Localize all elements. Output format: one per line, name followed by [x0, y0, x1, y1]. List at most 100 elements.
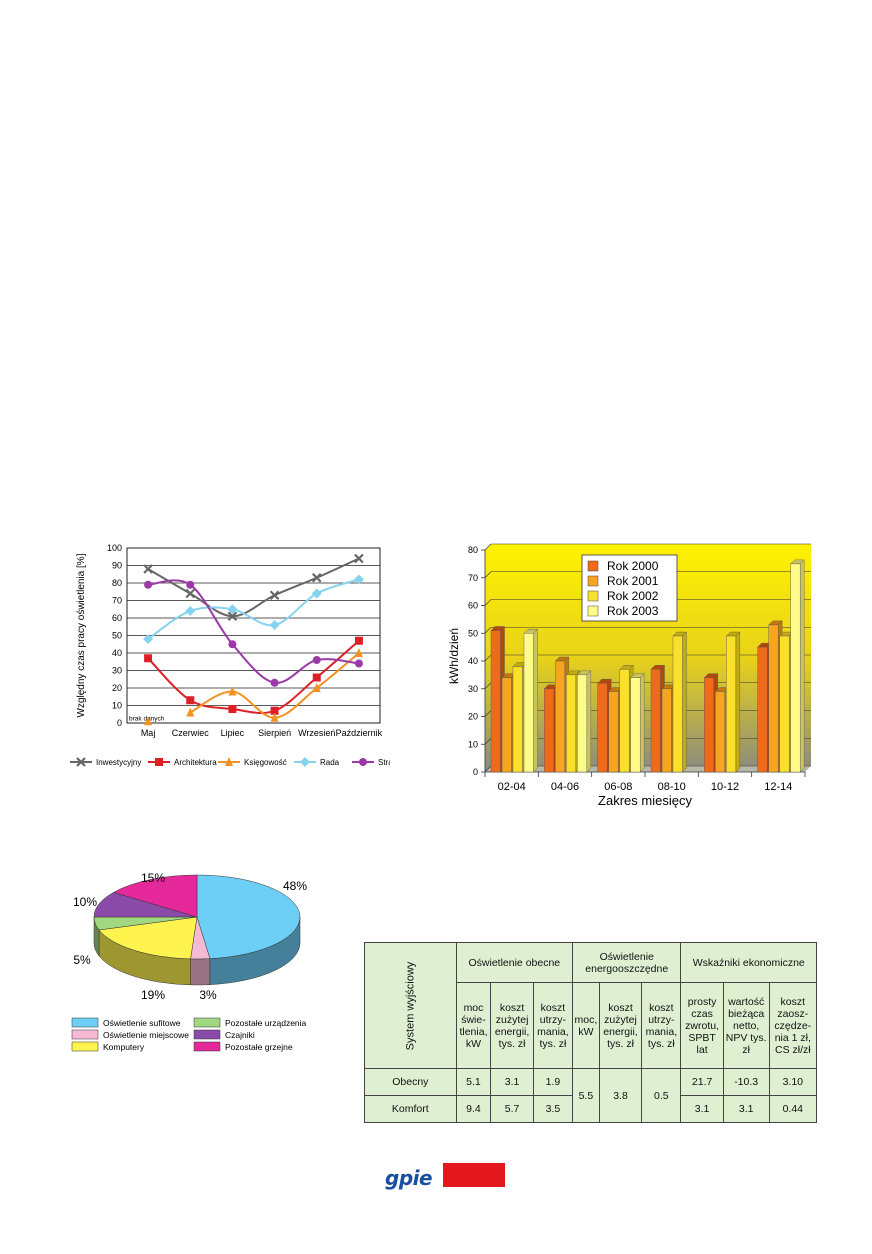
y-tick-label: 70 — [112, 596, 122, 606]
gridline — [484, 599, 492, 606]
gridline — [484, 543, 492, 551]
gridline — [484, 654, 492, 662]
legend-label: Rok 2002 — [607, 589, 659, 603]
data-point — [228, 640, 237, 649]
legend-label: Rok 2001 — [607, 574, 659, 588]
legend-marker — [155, 758, 163, 766]
bar-side — [799, 559, 805, 773]
pie-label: 3% — [199, 988, 217, 1002]
legend-swatch — [587, 575, 599, 587]
table-row-label: Komfort — [364, 1095, 457, 1123]
table-group: Wskaźniki ekonomiczne — [680, 942, 817, 983]
bar-side — [735, 631, 741, 773]
y-tick-label: 10 — [112, 701, 122, 711]
legend-marker — [359, 758, 367, 766]
bar — [672, 635, 683, 773]
y-axis-label: Względny czas pracy oświetlenia [%] — [76, 553, 87, 717]
pie-slice — [98, 916, 198, 960]
legend-swatch — [193, 1029, 221, 1040]
y-tick-label: 20 — [112, 683, 122, 693]
legend-label: Rok 2000 — [607, 559, 659, 573]
legend-swatch — [71, 1029, 99, 1040]
bar — [523, 633, 534, 773]
gridline — [484, 627, 492, 634]
data-point — [185, 588, 196, 599]
bar — [726, 635, 737, 773]
y-tick-label: 90 — [112, 561, 122, 571]
legend-swatch — [587, 605, 599, 617]
pie-slice — [113, 874, 198, 918]
legend-label: Architektura — [174, 758, 217, 767]
x-tick-label: Lipiec — [221, 728, 245, 738]
legend-label: Straż — [378, 758, 390, 767]
bar — [566, 674, 577, 773]
legend-swatch — [193, 1041, 221, 1052]
data-point — [311, 588, 322, 599]
bar-side — [586, 670, 592, 773]
table-cell: 3.8 — [598, 1068, 643, 1123]
economics-table: System wyjściowy Oświetlenie obecne Oświ… — [364, 942, 818, 1123]
bar — [555, 660, 566, 773]
legend-marker — [300, 757, 310, 767]
y-tick-label: 50 — [112, 631, 122, 641]
data-point — [312, 683, 321, 692]
no-data-note: brak danych — [129, 715, 165, 722]
legend-label: Czajniki — [225, 1030, 255, 1040]
legend-swatch — [587, 560, 599, 572]
bar — [661, 688, 672, 773]
y-axis-label: kWh/dzień — [447, 628, 461, 684]
table-col-header: prosty czas zwrotu, SPBT lat — [680, 982, 724, 1069]
legend-label: Inwestycyjny — [96, 758, 141, 767]
x-tick-label: Sierpień — [258, 728, 291, 738]
y-tick-label: 30 — [112, 666, 122, 676]
data-point — [354, 659, 363, 668]
table-cell: 3.1 — [680, 1095, 724, 1123]
x-tick-label: Wrzesień — [298, 728, 335, 738]
series-line — [147, 557, 360, 618]
pie-label: 15% — [141, 871, 165, 885]
table-cell: 0.44 — [768, 1095, 818, 1123]
bar — [490, 630, 501, 773]
bar — [608, 691, 619, 773]
logo-red-bar — [443, 1163, 505, 1187]
legend-label: Księgowość — [244, 758, 287, 767]
x-tick-label: 04-06 — [551, 781, 579, 793]
data-point — [354, 553, 364, 564]
legend-swatch — [587, 590, 599, 602]
data-point — [354, 636, 363, 645]
bar — [630, 677, 641, 773]
pie-slice — [196, 874, 301, 959]
table-cell: 5.5 — [572, 1068, 600, 1123]
data-point — [227, 611, 238, 622]
bar-chart: 0 10 20 30 40 50 60 70 80 02-04 04-06 06-08 08-10 10-… — [447, 543, 811, 808]
y-tick-label: 80 — [112, 578, 122, 588]
y-tick-label: 40 — [112, 648, 122, 658]
table-col-header: koszt zużytej energii, tys. zł — [490, 982, 534, 1069]
table-cell: 9.4 — [455, 1095, 492, 1123]
data-point — [353, 574, 364, 585]
data-point — [270, 678, 279, 687]
table-cell: 3.5 — [532, 1095, 574, 1123]
bar — [597, 682, 608, 773]
data-point — [354, 648, 363, 657]
data-point — [228, 705, 237, 713]
y-tick-label: 30 — [468, 684, 478, 694]
table-cell: 5.7 — [490, 1095, 534, 1123]
y-tick-label: 0 — [473, 767, 478, 777]
data-point — [144, 580, 153, 589]
pie-label: 5% — [73, 953, 91, 967]
series-line — [147, 578, 360, 640]
y-tick-label: 20 — [468, 712, 478, 722]
legend-label: Oświetlenie miejscowe — [103, 1030, 189, 1040]
y-tick-label: 70 — [468, 573, 478, 583]
x-tick-label: 08-10 — [658, 781, 686, 793]
y-tick-label: 60 — [468, 601, 478, 611]
gpie-logo: gpie — [385, 1166, 433, 1190]
data-point — [311, 572, 322, 583]
bar-side — [639, 673, 645, 773]
bar — [512, 666, 523, 773]
table-col-header: koszt utrzy- mania, tys. zł — [641, 982, 682, 1069]
table-cell: 3.1 — [490, 1068, 534, 1096]
table-group: Oświetlenie energooszczędne — [572, 942, 682, 983]
x-tick-label: 12-14 — [764, 781, 792, 793]
